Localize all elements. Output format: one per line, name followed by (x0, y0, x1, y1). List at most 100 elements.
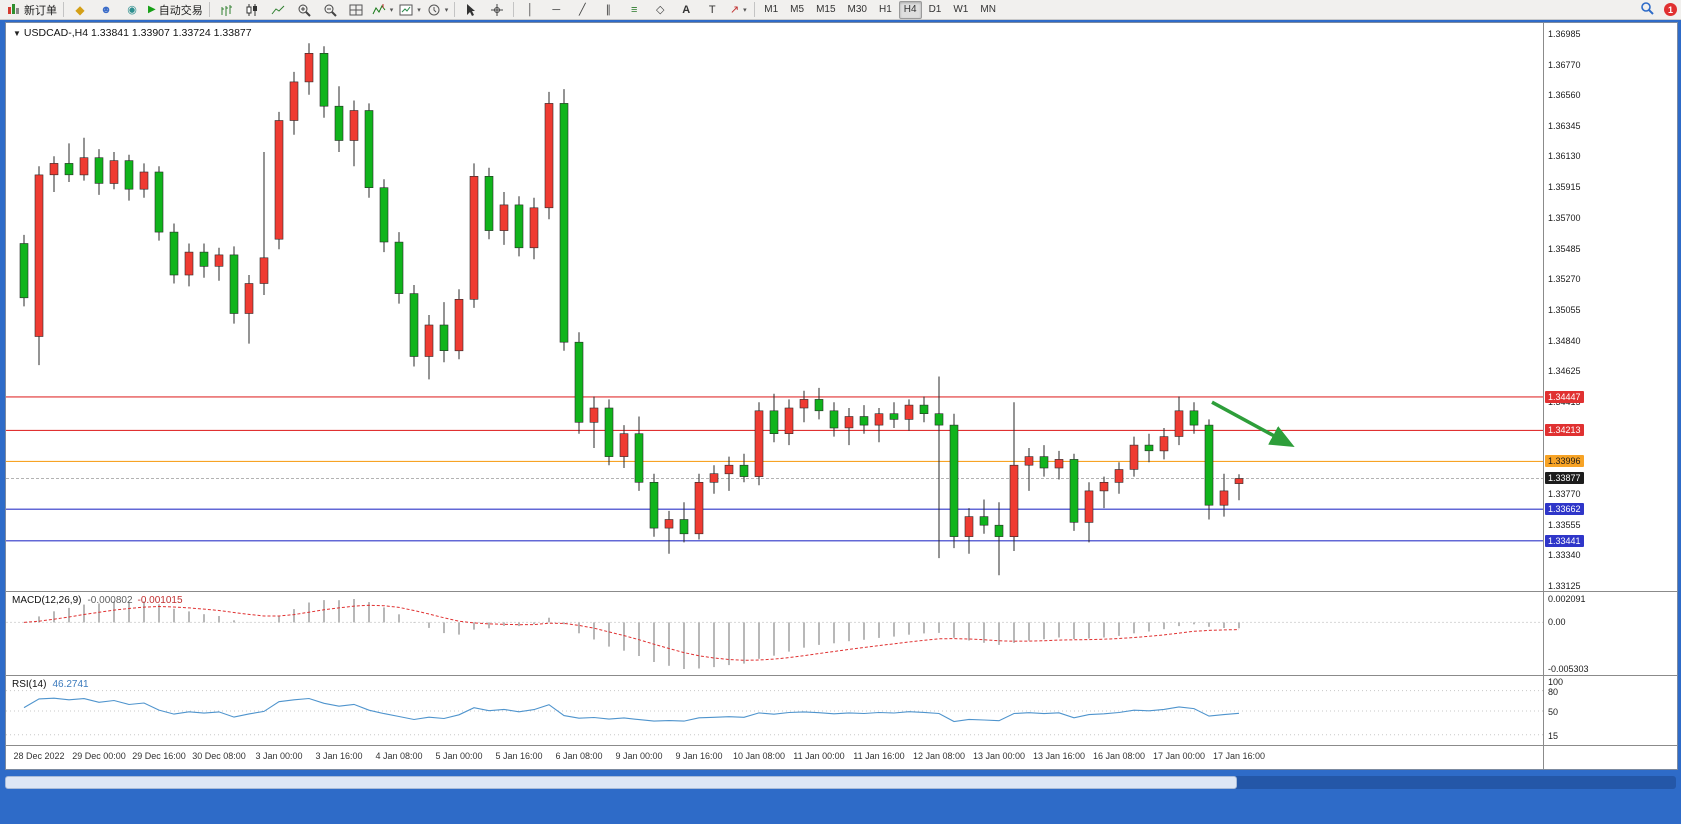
new-chart-button[interactable]: ▾ (396, 0, 424, 20)
channel-button[interactable]: ∥ (595, 0, 621, 20)
price-axis-tick: 1.35485 (1548, 244, 1581, 254)
candle (1039, 456, 1049, 469)
line-chart-button[interactable] (265, 0, 291, 20)
notification-badge[interactable]: 1 (1664, 3, 1677, 16)
timeframe-h1[interactable]: H1 (878, 4, 892, 15)
candle (784, 407, 794, 435)
text-button[interactable]: A (673, 0, 699, 20)
periods-button[interactable]: ▾ (424, 0, 452, 20)
fibonacci-button[interactable]: ≡ (621, 0, 647, 20)
timeframe-m30[interactable]: M30 (847, 4, 867, 15)
timeframe-m1[interactable]: M1 (764, 4, 779, 15)
time-axis-label: 30 Dec 08:00 (192, 751, 246, 761)
time-axis-label: 17 Jan 00:00 (1152, 751, 1206, 761)
candle (694, 481, 704, 535)
zoom-out-icon (323, 3, 337, 17)
timeframe-h4[interactable]: H4 (898, 0, 922, 19)
timeframe-w1[interactable]: W1 (953, 4, 969, 15)
bars-icon (219, 3, 233, 17)
timeframe-m15[interactable]: M15 (816, 4, 836, 15)
community-button[interactable]: ◉ (119, 0, 145, 20)
bar-chart-button[interactable] (213, 0, 239, 20)
autotrade-button[interactable]: ▶ 自动交易 (145, 0, 206, 20)
horizontal-line-button[interactable]: ─ (543, 0, 569, 20)
candle (109, 160, 119, 184)
candle (1129, 444, 1139, 470)
horizontal-scrollbar-thumb[interactable] (5, 776, 1237, 789)
candle (769, 410, 779, 434)
timeframe-m5[interactable]: M5 (790, 4, 805, 15)
vline-icon: │ (526, 3, 534, 16)
profile-icon: ☻ (100, 3, 112, 16)
toolbar-separator (513, 2, 515, 17)
candle (1099, 481, 1109, 492)
candle (1084, 490, 1094, 523)
cursor-button[interactable] (458, 0, 484, 20)
shapes-button[interactable]: ◇ (647, 0, 673, 20)
time-axis-label: 3 Jan 16:00 (315, 751, 363, 761)
search-button[interactable] (1634, 0, 1660, 20)
candle (889, 413, 899, 420)
candle (289, 81, 299, 121)
candle-chart-button[interactable] (239, 0, 265, 20)
profile-button[interactable]: ☻ (93, 0, 119, 20)
tile-windows-button[interactable] (343, 0, 369, 20)
panel-separator[interactable] (6, 745, 1677, 746)
price-line-badge: 1.33662 (1545, 503, 1584, 515)
rsi-panel[interactable] (6, 677, 1543, 745)
zoom-out-button[interactable] (317, 0, 343, 20)
new-order-button[interactable]: 新订单 (4, 0, 60, 20)
timeframe-mn[interactable]: MN (980, 4, 996, 15)
candle (574, 341, 584, 423)
price-axis-tick: 1.35915 (1548, 182, 1581, 192)
indicators-button[interactable]: ▾ (369, 0, 397, 20)
price-axis-tick: 1.36130 (1548, 151, 1581, 161)
market-button[interactable]: ◆ (67, 0, 93, 20)
time-axis-label: 28 Dec 2022 (13, 751, 65, 761)
candle (544, 103, 554, 209)
candle (379, 187, 389, 243)
rsi-name: RSI(14) (12, 679, 47, 690)
candle (754, 410, 764, 477)
time-axis-label: 12 Jan 08:00 (912, 751, 966, 761)
candle (124, 160, 134, 190)
rsi-label: RSI(14) 46.2741 (12, 679, 89, 690)
crosshair-button[interactable] (484, 0, 510, 20)
candle (1009, 464, 1019, 538)
candle (964, 516, 974, 537)
timeframe-d1[interactable]: D1 (928, 4, 942, 15)
candle (484, 176, 494, 231)
price-axis-tick: 1.34625 (1548, 366, 1581, 376)
panel-separator[interactable] (6, 675, 1677, 676)
candle (994, 524, 1004, 537)
candles-icon (245, 3, 259, 17)
indicator-icon (372, 3, 386, 17)
zoom-in-button[interactable] (291, 0, 317, 20)
macd-signal-line (23, 604, 1240, 661)
candle (829, 410, 839, 429)
panel-separator[interactable] (6, 591, 1677, 592)
label-button[interactable]: T (699, 0, 725, 20)
main-chart-canvas[interactable] (6, 23, 1543, 591)
macd-panel[interactable] (6, 593, 1543, 675)
candle (619, 433, 629, 457)
candle (169, 231, 179, 276)
price-axis-tick: 1.35055 (1548, 305, 1581, 315)
candle (19, 243, 29, 299)
trend-arrow-annotation[interactable] (1211, 400, 1295, 448)
toolbar-right-group: 1 (1634, 0, 1677, 20)
candle (1024, 456, 1034, 466)
time-axis-label: 3 Jan 00:00 (255, 751, 303, 761)
trendline-button[interactable]: ╱ (569, 0, 595, 20)
collapse-icon[interactable]: ▼ (13, 29, 21, 38)
candle (904, 404, 914, 420)
candle (589, 407, 599, 423)
vertical-line-button[interactable]: │ (517, 0, 543, 20)
candle (529, 207, 539, 249)
rsi-axis-tick: 50 (1548, 707, 1559, 717)
candle (709, 473, 719, 483)
macd-signal-value: -0.001015 (137, 595, 183, 606)
price-axis-tick: 1.33770 (1548, 489, 1581, 499)
candle (664, 519, 674, 529)
arrows-button[interactable]: ↗ ▾ (725, 0, 751, 20)
